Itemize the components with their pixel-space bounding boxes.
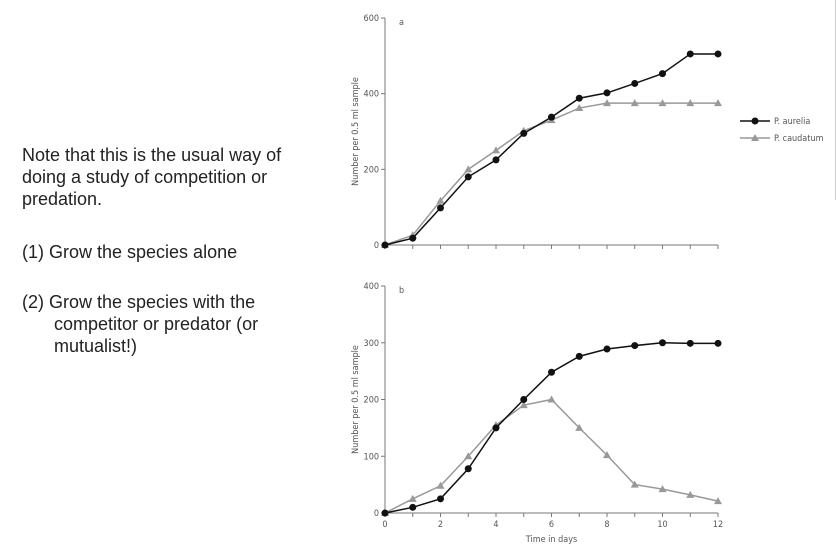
data-point: [631, 79, 639, 87]
data-point: [548, 368, 555, 376]
panel-label: b: [399, 286, 404, 296]
y-tick-label: 0: [374, 509, 379, 519]
data-point: [548, 113, 555, 121]
step-1-note: (1) Grow the species alone: [22, 242, 238, 262]
y-tick-label: 0: [374, 241, 379, 251]
data-point: [519, 401, 528, 409]
data-point: [409, 234, 417, 242]
data-point: [659, 339, 666, 347]
y-tick-label: 400: [364, 282, 379, 292]
panel-label: a: [399, 18, 404, 28]
x-tick-label: 4: [493, 520, 498, 530]
y-tick-label: 400: [364, 90, 379, 100]
data-point: [575, 352, 583, 360]
y-tick-label: 300: [364, 339, 379, 349]
slide-border: [835, 0, 836, 200]
x-tick-label: 0: [382, 520, 387, 530]
legend-label: P. caudatum: [774, 134, 824, 144]
data-point: [520, 396, 528, 403]
data-point: [603, 89, 611, 97]
data-point: [520, 129, 528, 137]
data-point: [603, 345, 611, 353]
y-tick-label: 600: [364, 14, 379, 24]
data-point: [603, 99, 611, 107]
data-point: [492, 156, 500, 164]
step-2-note: (2) Grow the species with the competitor…: [22, 291, 312, 357]
x-tick-label: 10: [657, 520, 667, 530]
data-point: [658, 99, 667, 107]
series-line: [384, 102, 718, 246]
series-line: [384, 398, 719, 514]
data-point: [436, 196, 445, 204]
data-point: [714, 99, 722, 107]
data-point: [464, 452, 473, 460]
intro-note: Note that this is the usual way of doing…: [22, 145, 282, 209]
y-tick-label: 100: [364, 452, 379, 462]
data-point: [408, 494, 417, 502]
data-point: [714, 339, 722, 347]
data-point: [630, 99, 639, 107]
data-point: [630, 480, 639, 488]
data-point: [464, 173, 472, 181]
x-tick-label: 6: [549, 520, 554, 530]
step-2-rest: competitor or predator (or mutualist!): [54, 314, 259, 356]
y-axis-label: Number per 0.5 ml sample: [351, 345, 361, 454]
data-point: [437, 204, 444, 212]
data-point: [714, 497, 722, 505]
data-point: [658, 485, 667, 493]
series-line: [384, 341, 718, 514]
data-point: [436, 481, 445, 489]
data-point: [686, 50, 694, 58]
x-tick-label: 12: [713, 520, 723, 530]
step-2-line1: (2) Grow the species with the: [22, 292, 256, 312]
x-tick-label: 2: [438, 520, 443, 530]
x-axis-label: Time in days: [525, 535, 577, 545]
legend-marker: [751, 134, 759, 141]
data-point: [437, 495, 444, 503]
data-point: [686, 339, 694, 347]
data-point: [575, 104, 584, 112]
data-point: [381, 509, 389, 517]
data-point: [714, 50, 722, 58]
x-tick-label: 8: [604, 520, 609, 530]
data-point: [492, 424, 500, 432]
data-point: [686, 490, 695, 498]
series-line: [384, 53, 718, 246]
data-point: [631, 342, 639, 350]
data-point: [381, 241, 389, 249]
data-point: [686, 99, 695, 107]
data-point: [603, 451, 611, 459]
data-point: [464, 465, 472, 473]
y-tick-label: 200: [364, 396, 379, 406]
data-point: [409, 503, 417, 511]
data-point: [547, 395, 556, 403]
data-point: [659, 70, 666, 78]
data-point: [464, 165, 473, 173]
data-point: [575, 423, 584, 431]
data-point: [575, 94, 583, 102]
y-tick-label: 200: [364, 165, 379, 175]
data-point: [492, 146, 500, 154]
y-axis-label: Number per 0.5 ml sample: [351, 77, 361, 186]
legend-marker: [751, 117, 759, 125]
legend-label: P. aurelia: [774, 117, 810, 127]
